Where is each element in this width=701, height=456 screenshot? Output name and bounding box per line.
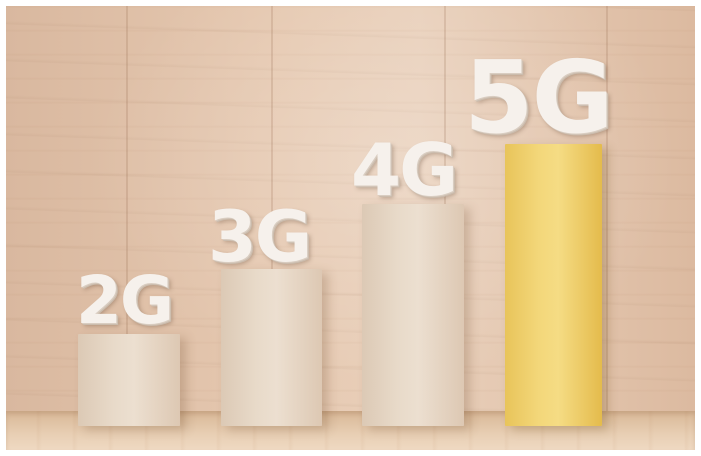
bar-5g — [505, 144, 602, 426]
wood-plank-seam — [271, 6, 273, 411]
bar-4g — [362, 204, 464, 426]
bar-3g — [221, 269, 322, 426]
label-2g: 2G — [76, 262, 174, 339]
label-4g: 4G — [351, 128, 458, 212]
wood-plank-seam — [126, 6, 128, 411]
label-5g: 5G — [464, 39, 614, 156]
photo-frame: 2G 3G 4G 5G — [6, 6, 695, 450]
label-3g: 3G — [208, 196, 312, 278]
bar-2g — [78, 334, 180, 426]
wood-plank-seam — [606, 6, 608, 411]
